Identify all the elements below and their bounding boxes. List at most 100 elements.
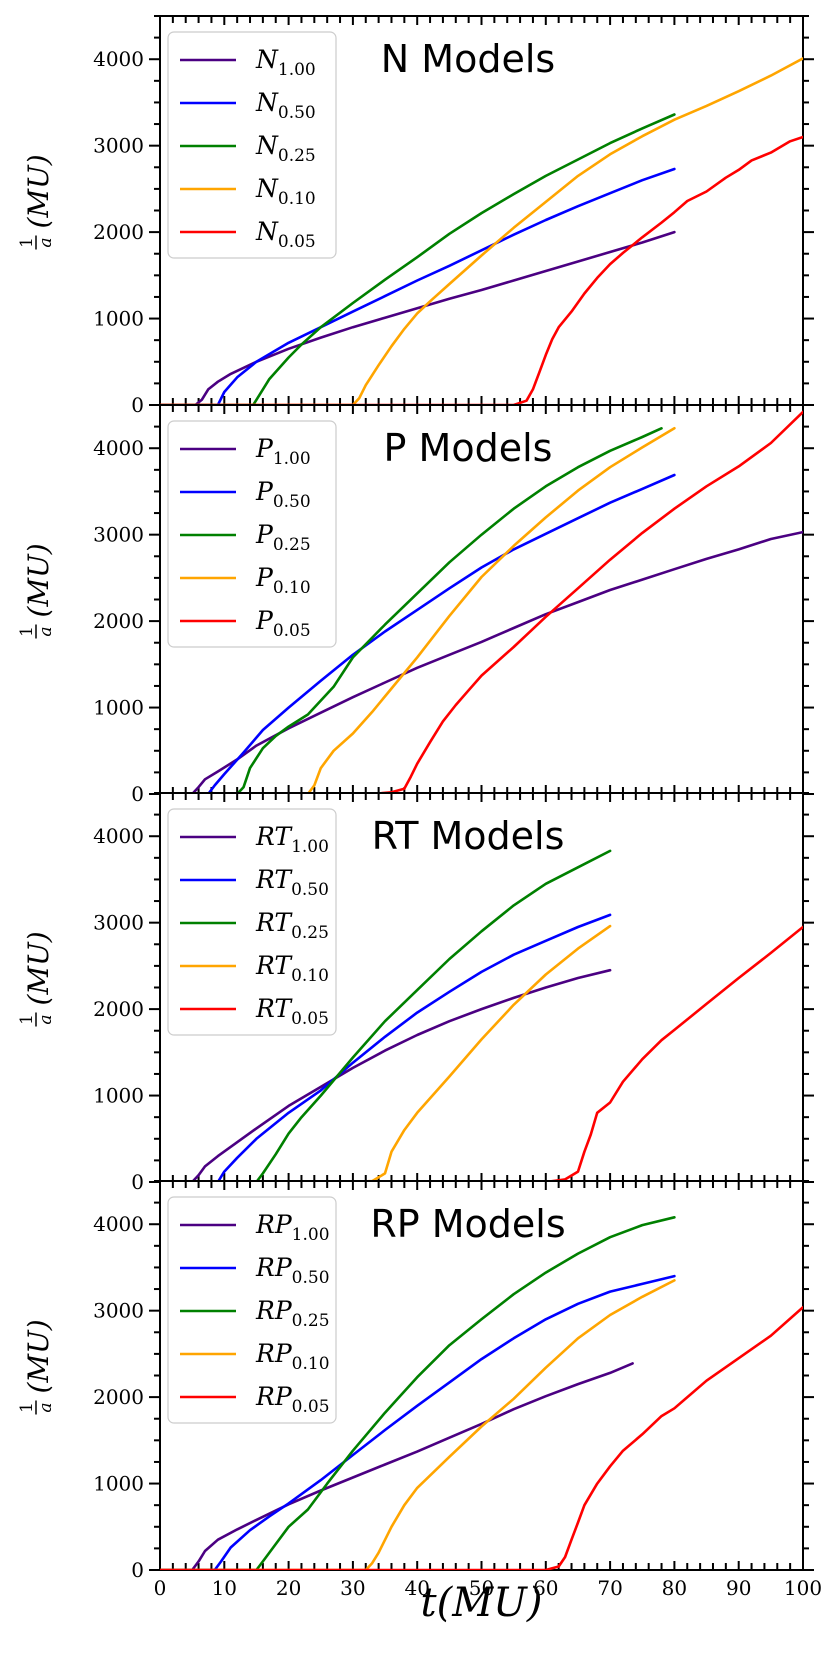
legend-entry: P0.05: [255, 606, 311, 641]
legend-frame: [167, 1196, 337, 1424]
legend-entry-name: RT: [255, 908, 293, 937]
series-line-rt-0-25: [160, 849, 612, 1182]
legend-entry-name: P: [255, 563, 274, 592]
series-line-n-0-25: [160, 113, 676, 405]
series-group: [160, 410, 803, 794]
legend-entry-name: N: [255, 174, 279, 203]
x-tick-label: 70: [597, 1576, 622, 1600]
legend-entry: RP0.25: [255, 1296, 330, 1331]
x-tick-label: 100: [784, 1576, 822, 1600]
legend-entry-name: RT: [255, 951, 293, 980]
legend-entry-name: RP: [255, 1253, 293, 1282]
legend-entry: RP1.00: [255, 1210, 330, 1245]
legend-entry: N1.00: [255, 45, 316, 80]
legend-entry-name: RT: [255, 994, 293, 1023]
legend-entry: N0.10: [255, 174, 316, 209]
legend-entry-subscript: 0.25: [273, 535, 311, 555]
legend-entry-name: N: [255, 88, 279, 117]
y-label-denominator: a: [36, 1014, 56, 1024]
legend-entry-subscript: 0.10: [291, 966, 329, 986]
y-tick-label: 3000: [93, 1299, 144, 1323]
series-group: [160, 57, 803, 405]
x-axis-label: t(MU): [421, 1580, 543, 1626]
y-tick-label: 2000: [93, 609, 144, 633]
legend-entry-name: P: [255, 434, 274, 463]
x-tick-label: 20: [276, 1576, 301, 1600]
y-label-numerator: 1: [17, 626, 37, 637]
y-axis-label: 1 a (MU): [17, 543, 56, 639]
legend-entry: RT0.05: [255, 994, 329, 1029]
y-tick-label: 0: [131, 1558, 144, 1582]
series-line-rp-0-05: [160, 1305, 803, 1570]
y-tick-label: 1000: [93, 1084, 144, 1108]
legend-entry-subscript: 0.25: [278, 146, 316, 166]
legend-entry: N0.50: [255, 88, 316, 123]
series-line-rp-1-00: [160, 1362, 634, 1570]
panel-title: N Models: [381, 37, 555, 81]
legend-entry: P0.25: [255, 520, 311, 555]
panel-title: RT Models: [372, 814, 565, 858]
legend-entry-subscript: 0.05: [273, 621, 311, 641]
legend-entry-subscript: 0.25: [291, 923, 329, 943]
legend-entry-name: P: [255, 520, 274, 549]
legend-entry-subscript: 0.10: [278, 189, 316, 209]
y-label-unit: (MU): [22, 154, 55, 228]
legend-entry: P0.50: [255, 477, 311, 512]
y-tick-label: 3000: [93, 911, 144, 935]
series-group: [160, 1216, 803, 1570]
legend-entry-subscript: 1.00: [291, 837, 329, 857]
series-line-p-0-05: [160, 410, 803, 794]
y-tick-label: 2000: [93, 1385, 144, 1409]
legend-entry: RT0.25: [255, 908, 329, 943]
series-line-rt-0-50: [160, 913, 612, 1182]
x-tick-label: 50: [469, 1576, 494, 1600]
legend-entry-subscript: 0.05: [292, 1397, 330, 1417]
y-label-numerator: 1: [17, 237, 37, 248]
series-line-p-0-50: [160, 473, 676, 794]
series-line-rp-0-25: [160, 1216, 676, 1570]
y-tick-label: 0: [131, 1170, 144, 1194]
y-label-unit: (MU): [22, 931, 55, 1005]
y-axis-label: 1 a (MU): [17, 931, 56, 1027]
legend-entry-subscript: 1.00: [292, 1225, 330, 1245]
series-line-rp-0-10: [160, 1279, 676, 1570]
legend-entry-name: RT: [255, 822, 293, 851]
series-line-n-0-05: [160, 135, 803, 405]
legend-entry-subscript: 0.50: [292, 1268, 330, 1288]
legend-entry-name: RP: [255, 1339, 293, 1368]
legend-frame: [167, 808, 337, 1036]
legend-entry-subscript: 0.05: [291, 1009, 329, 1029]
legend-entry-subscript: 0.50: [273, 492, 311, 512]
y-tick-label: 4000: [93, 47, 144, 71]
legend-entry-name: RP: [255, 1382, 293, 1411]
y-tick-label: 4000: [93, 436, 144, 460]
legend-entry: RP0.50: [255, 1253, 330, 1288]
legend-entry-name: RP: [255, 1210, 293, 1239]
legend-entry-subscript: 0.25: [292, 1311, 330, 1331]
legend-entry-subscript: 0.50: [291, 880, 329, 900]
legend-entry-subscript: 1.00: [278, 60, 316, 80]
legend-entry: RT0.50: [255, 865, 329, 900]
series-line-rt-0-05: [160, 925, 803, 1182]
y-tick-label: 1000: [93, 307, 144, 331]
x-tick-label: 30: [340, 1576, 365, 1600]
y-label-numerator: 1: [17, 1014, 37, 1025]
legend-entry-name: RP: [255, 1296, 293, 1325]
y-tick-label: 3000: [93, 523, 144, 547]
legend-entry-subscript: 0.10: [292, 1354, 330, 1374]
legend-frame: [167, 31, 337, 259]
y-label-denominator: a: [36, 1402, 56, 1412]
y-tick-label: 3000: [93, 134, 144, 158]
series-line-p-0-10: [160, 427, 676, 794]
legend-entry: RP0.10: [255, 1339, 330, 1374]
y-tick-label: 1000: [93, 1472, 144, 1496]
